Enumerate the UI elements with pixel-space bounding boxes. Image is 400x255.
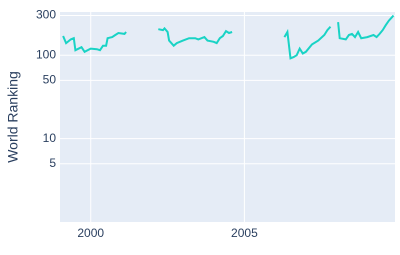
x-tick-label: 2005: [231, 226, 258, 240]
y-tick-label: 300: [36, 8, 56, 22]
y-tick-label: 5: [49, 156, 56, 170]
y-tick-label: 50: [43, 73, 57, 87]
y-tick-label: 100: [36, 47, 56, 61]
y-tick-label: 10: [43, 131, 57, 145]
ranking-line: [62, 14, 395, 60]
y-axis-title: World Ranking: [5, 71, 21, 163]
x-tick-label: 2000: [77, 226, 104, 240]
plot-background: [60, 12, 395, 222]
